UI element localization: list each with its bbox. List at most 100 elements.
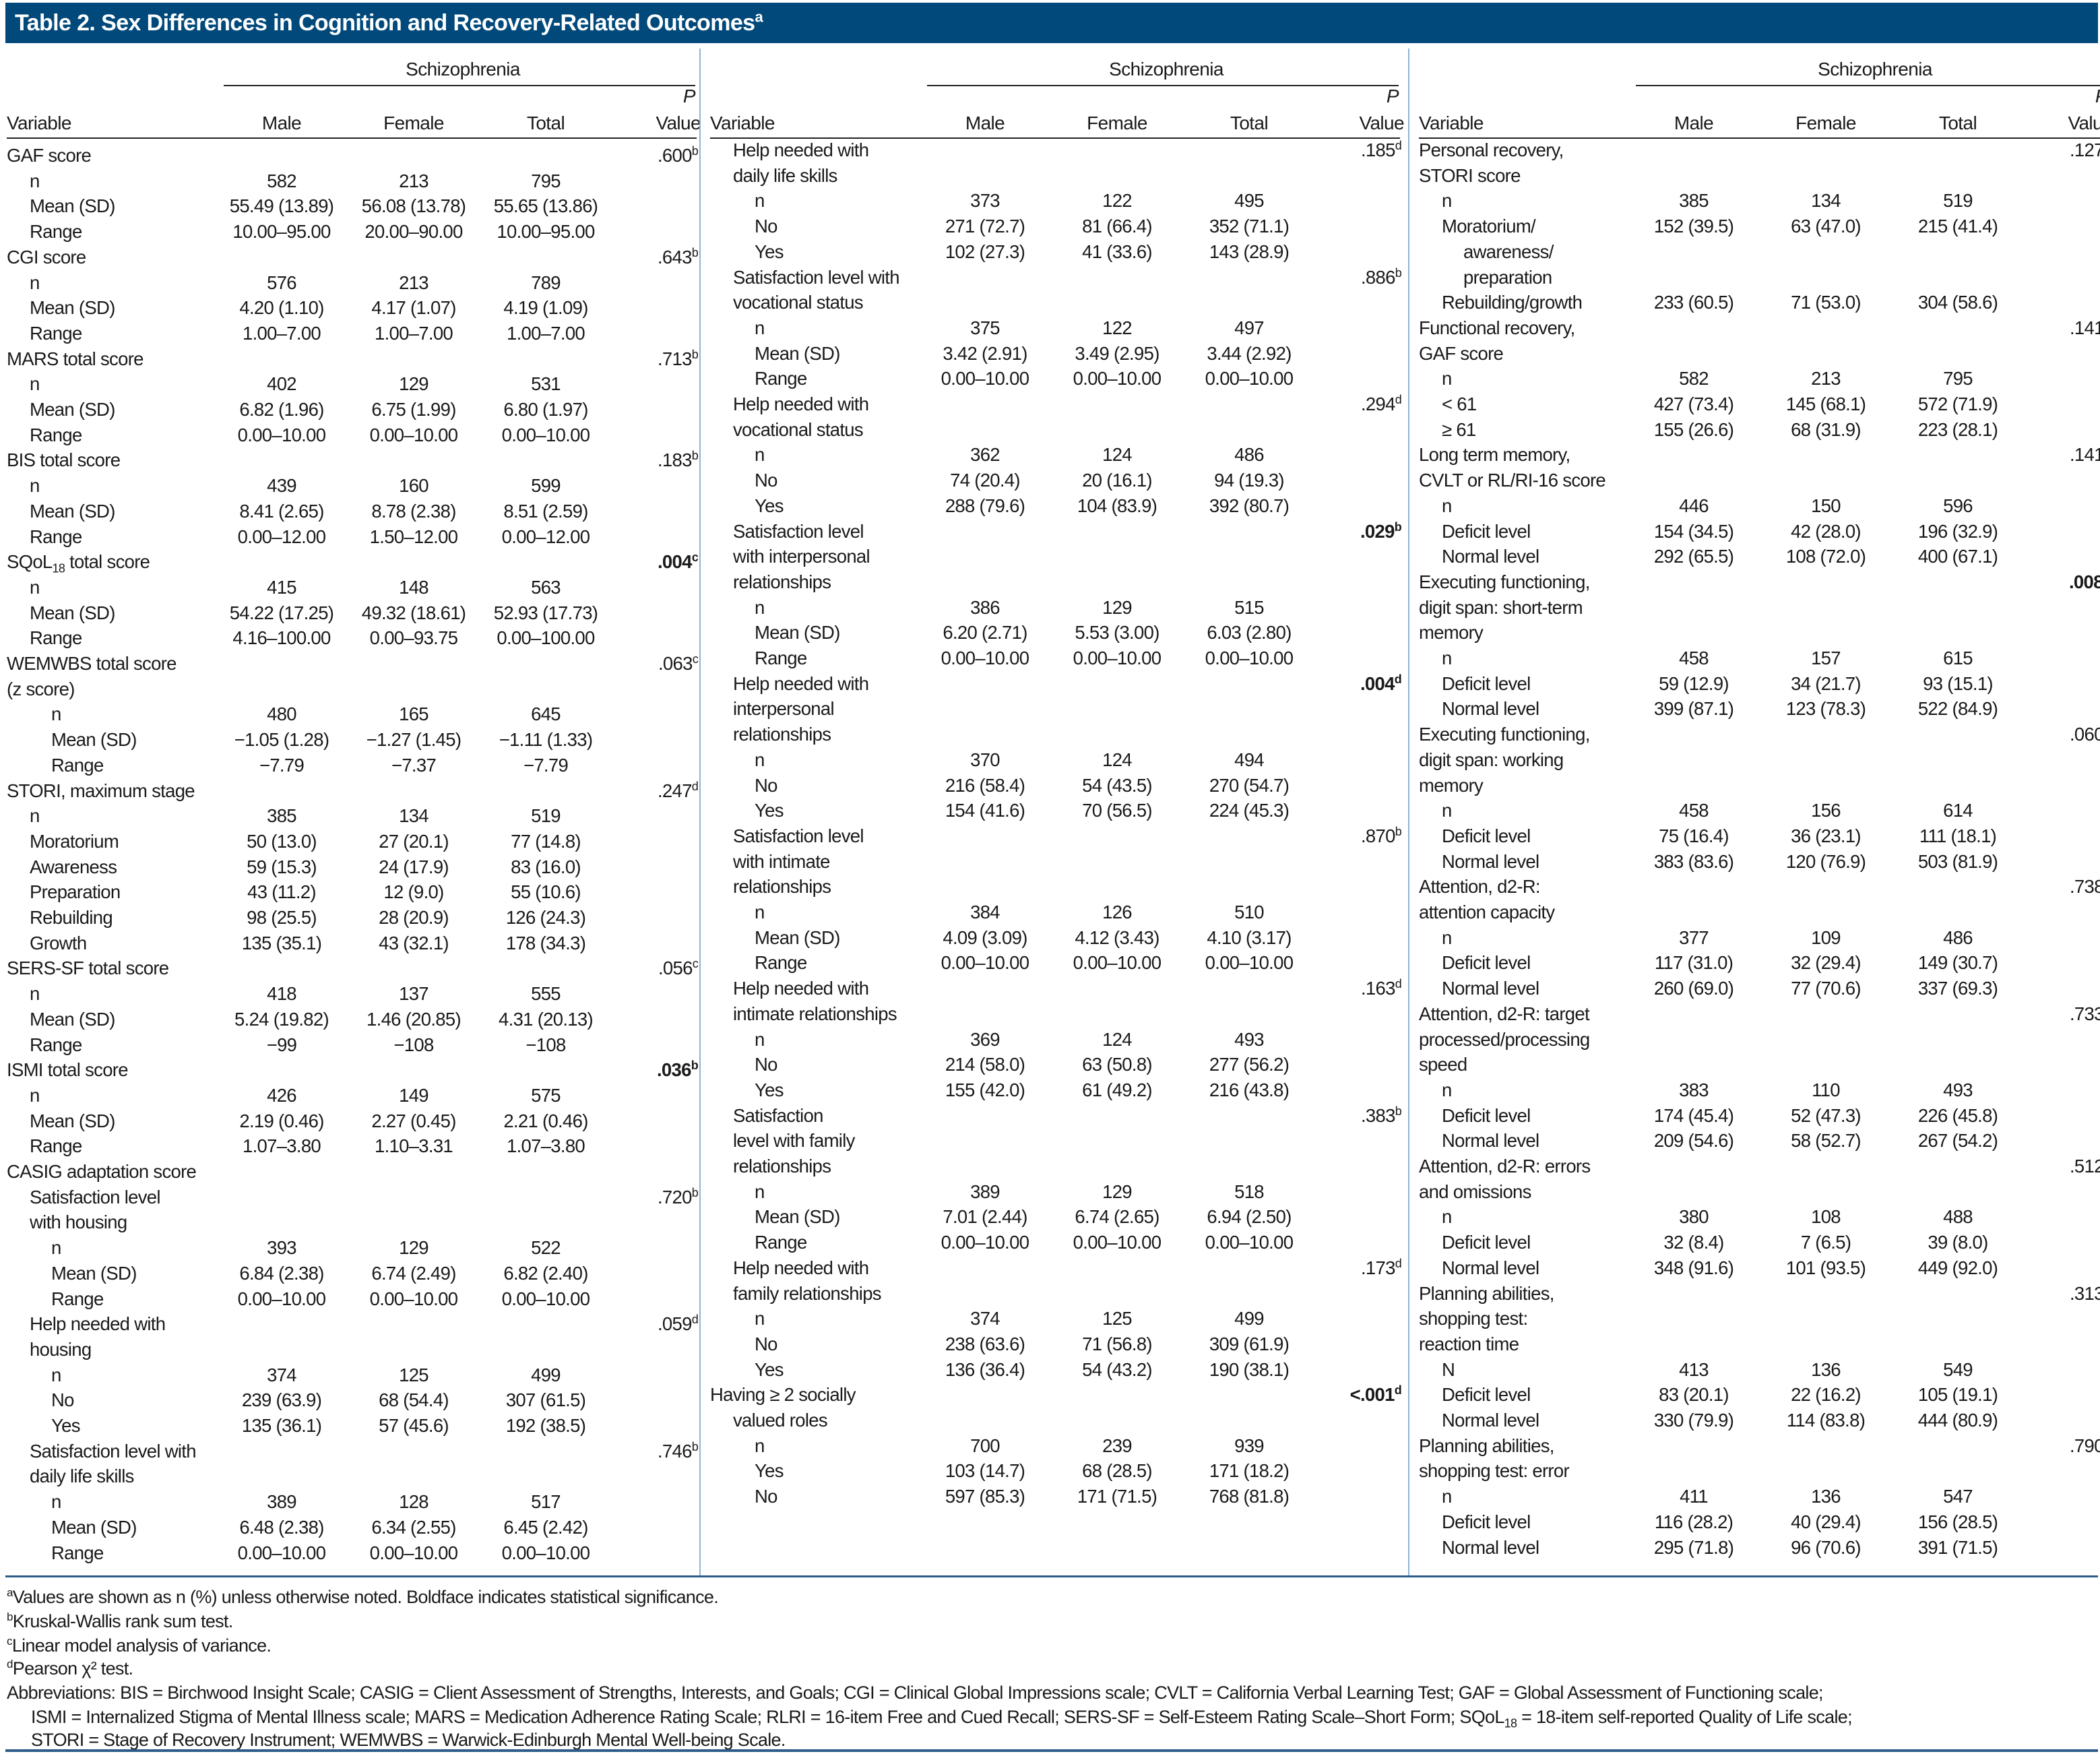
p-value-footnote-marker: d [1395, 138, 1402, 152]
p-value: .383b [1307, 1103, 1402, 1129]
abbreviations-line: STORI = Stage of Recovery Instrument; WE… [31, 1730, 786, 1750]
female-value: 6.34 (2.55) [371, 1516, 456, 1538]
row-label: n [1442, 1206, 1452, 1228]
female-value: 0.00–10.00 [369, 1288, 458, 1309]
total-value: −108 [526, 1034, 566, 1055]
row-label: n [755, 1308, 765, 1329]
total-value: 531 [531, 373, 561, 395]
male-value: 59 (12.9) [1659, 672, 1729, 694]
male-value: 54.22 (17.25) [229, 602, 334, 623]
text-part: = 18-item self-reported Quality of Life … [1517, 1707, 1853, 1727]
total-value: 400 (67.1) [1917, 546, 1998, 567]
table-bottom-rule [5, 1575, 2098, 1577]
female-value: 129 [1102, 1181, 1132, 1202]
female-value: 108 (72.0) [1785, 546, 1866, 567]
male-value: 369 [970, 1028, 1000, 1050]
p-value-text: .790 [2069, 1435, 2100, 1456]
footnote: bKruskal-Wallis rank sum test. [7, 1610, 233, 1633]
row-label: Rebuilding [30, 907, 113, 928]
male-value: 174 (45.4) [1653, 1104, 1734, 1126]
female-value: 71 (53.0) [1791, 292, 1861, 313]
row-label: Range [30, 221, 82, 243]
row-label: ISMI total score [7, 1059, 129, 1081]
p-value: .063c [604, 651, 699, 677]
male-value: 74 (20.4) [950, 470, 1020, 491]
p-value: .004d [1307, 671, 1402, 697]
female-value: 149 [399, 1084, 428, 1106]
male-value: 0.00–12.00 [237, 526, 326, 547]
male-value: 0.00–10.00 [941, 1232, 1029, 1253]
header-rule [1419, 137, 2100, 139]
male-value: 0.00–10.00 [941, 952, 1029, 974]
female-value: 8.78 (2.38) [371, 500, 456, 522]
group-header-rule [224, 85, 695, 86]
row-label: n [30, 983, 40, 1005]
female-value: 7 (6.5) [1800, 1232, 1851, 1253]
abbreviations-line: ISMI = Internalized Stigma of Mental Ill… [31, 1705, 1853, 1729]
female-value: 239 [1102, 1435, 1132, 1456]
row-label: digit span: working [1419, 749, 1564, 770]
row-label: Functional recovery, [1419, 317, 1575, 338]
p-value-text: .738 [2069, 876, 2100, 898]
total-value: 0.00–100.00 [497, 627, 595, 649]
table-title-text: Table 2. Sex Differences in Cognition an… [15, 10, 755, 36]
row-label: Mean (SD) [51, 1516, 137, 1538]
female-value: 4.12 (3.43) [1075, 927, 1159, 948]
row-label: Rebuilding/growth [1442, 292, 1583, 313]
total-value: 6.94 (2.50) [1207, 1206, 1292, 1228]
row-label: n [30, 272, 40, 293]
male-value: 411 [1680, 1486, 1708, 1507]
row-label: family relationships [733, 1282, 882, 1304]
group-header: Schizophrenia [1818, 59, 1932, 80]
male-value: 576 [267, 272, 296, 293]
p-value: .733d [2016, 1001, 2100, 1027]
total-value: 224 (45.3) [1209, 800, 1290, 821]
male-value: 59 (15.3) [247, 856, 317, 877]
row-label: Normal level [1442, 546, 1539, 567]
row-label: Deficit level [1442, 672, 1531, 694]
row-label: Range [30, 424, 82, 445]
male-value: 413 [1679, 1358, 1709, 1380]
row-label: Mean (SD) [755, 342, 840, 364]
p-value: .036b [604, 1057, 699, 1083]
row-label: Normal level [1442, 1257, 1539, 1278]
total-value: 83 (16.0) [511, 856, 581, 877]
row-label: n [1442, 648, 1452, 668]
p-value-footnote-marker: b [1395, 1104, 1402, 1118]
total-value: 789 [531, 272, 561, 293]
row-label: Mean (SD) [30, 297, 115, 319]
total-value: 444 (80.9) [1917, 1410, 1998, 1431]
row-label: Range [30, 322, 82, 344]
female-value: 134 [1811, 190, 1841, 212]
female-value: 213 [399, 170, 428, 191]
row-label: Deficit level [1442, 1511, 1531, 1532]
row-label: relationships [733, 571, 831, 592]
row-label: digit span: short-term [1419, 596, 1583, 618]
total-value: 515 [1234, 596, 1264, 618]
male-value: 154 (41.6) [945, 800, 1025, 821]
female-value: 160 [399, 475, 428, 497]
p-value: .512d [2016, 1154, 2100, 1179]
row-label: Range [30, 1135, 82, 1157]
female-value: 42 (28.0) [1791, 520, 1861, 542]
total-value: 522 (84.9) [1917, 698, 1998, 720]
row-label: n [51, 703, 61, 725]
row-label: with interpersonal [733, 546, 870, 567]
female-value: 101 (93.5) [1785, 1257, 1866, 1278]
row-label: n [1442, 495, 1452, 516]
total-value: 519 [1943, 190, 1973, 212]
female-value: 36 (23.1) [1791, 825, 1861, 846]
column-header-male: Male [1674, 113, 1714, 133]
row-label: Help needed with [733, 1257, 869, 1278]
row-label: Mean (SD) [51, 729, 137, 751]
female-value: 71 (56.8) [1082, 1333, 1152, 1354]
p-value-text: .004 [657, 551, 692, 573]
total-value: 392 (80.7) [1209, 495, 1290, 516]
row-label: (z score) [7, 678, 75, 699]
row-label: relationships [733, 876, 831, 898]
female-value: 109 [1811, 927, 1841, 948]
p-value-footnote-marker: b [691, 1059, 699, 1073]
p-value-footnote-marker: c [691, 551, 699, 565]
row-label: n [1442, 190, 1452, 212]
row-label: housing [30, 1338, 92, 1360]
